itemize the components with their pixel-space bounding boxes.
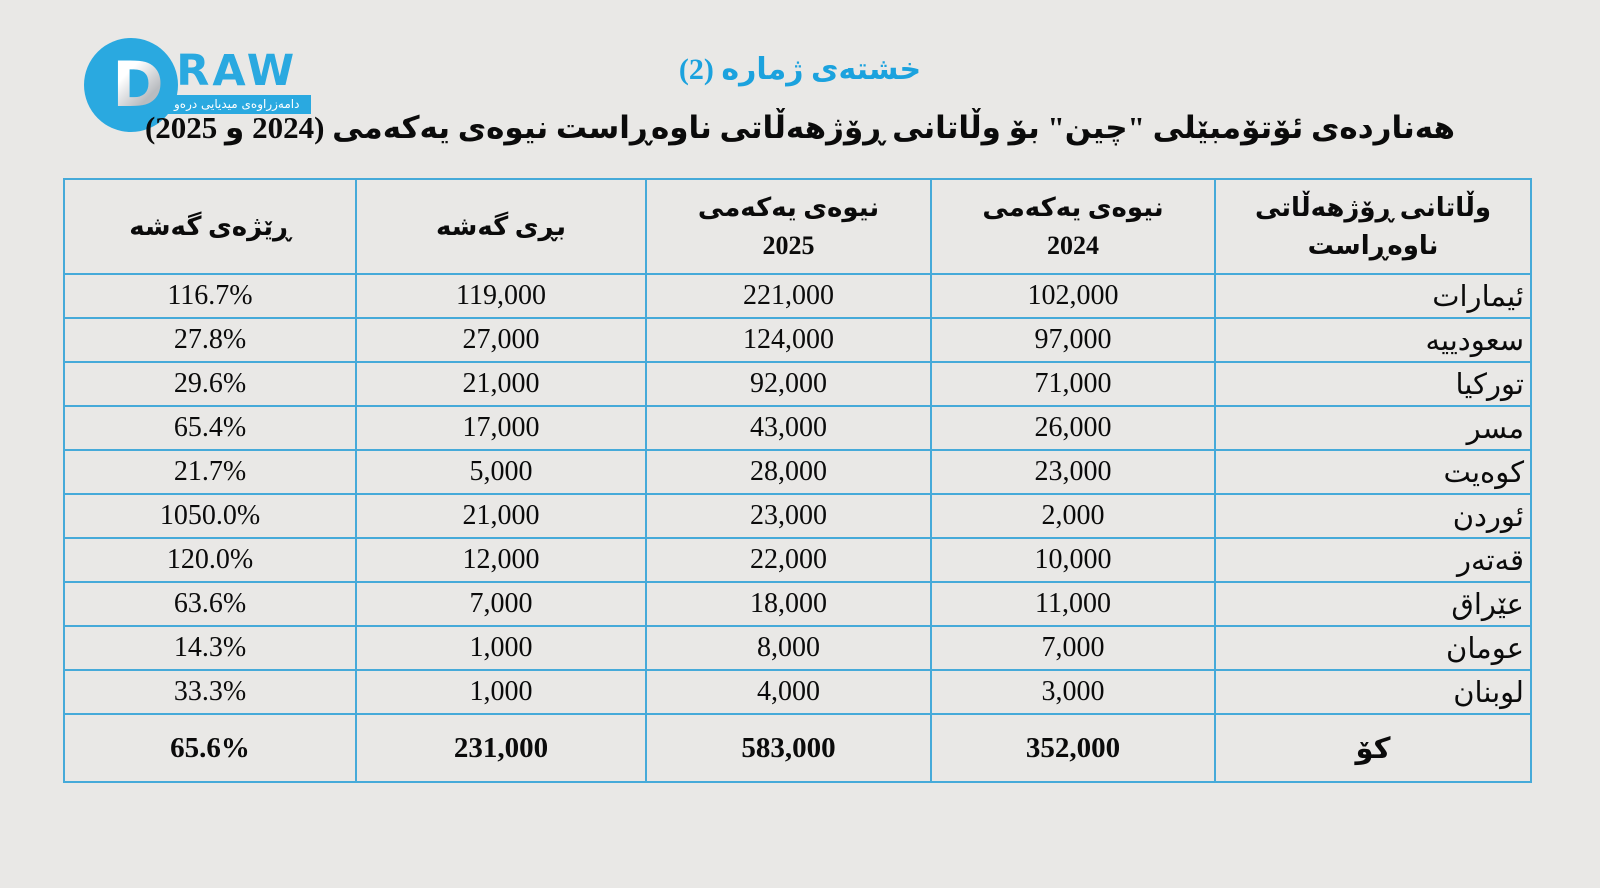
cell-growth_amount: 7,000	[355, 581, 647, 627]
table-row: مسر 26,000 43,000 17,000 65.4%	[63, 405, 1532, 451]
cell-growth_amount: 21,000	[355, 493, 647, 539]
cell-growth_amount: 231,000	[355, 713, 647, 783]
exports-table: وڵاتانی ڕۆژهەڵاتی ناوەڕاست نیوەی یەکەمی 202…	[63, 178, 1532, 783]
total-row: كۆ 352,000 583,000 231,000 65.6%	[63, 713, 1532, 783]
cell-growth_amount: 5,000	[355, 449, 647, 495]
column-header-h1_2025: نیوەی یەکەمی 2025	[645, 178, 932, 275]
cell-country: كوەيت	[1214, 449, 1532, 495]
cell-h1_2024: 7,000	[930, 625, 1216, 671]
cell-growth_rate: 14.3%	[63, 625, 357, 671]
cell-h1_2025: 124,000	[645, 317, 932, 363]
cell-h1_2025: 18,000	[645, 581, 932, 627]
table-row: ئوردن 2,000 23,000 21,000 1050.0%	[63, 493, 1532, 539]
draw-logo-tagline: دامەزراوەی میدیایی درەو	[162, 95, 312, 114]
table-row: سعودییه 97,000 124,000 27,000 27.8%	[63, 317, 1532, 363]
table-header: وڵاتانی ڕۆژهەڵاتی ناوەڕاست نیوەی یەکەمی 202…	[63, 178, 1532, 275]
cell-h1_2024: 97,000	[930, 317, 1216, 363]
column-header-country: وڵاتانی ڕۆژهەڵاتی ناوەڕاست	[1214, 178, 1532, 275]
table-body: ئیمارات 102,000 221,000 119,000 116.7% سعودیی…	[63, 273, 1532, 715]
cell-h1_2024: 26,000	[930, 405, 1216, 451]
cell-h1_2024: 352,000	[930, 713, 1216, 783]
cell-h1_2024: 11,000	[930, 581, 1216, 627]
cell-h1_2025: 43,000	[645, 405, 932, 451]
cell-growth_rate: 116.7%	[63, 273, 357, 319]
cell-growth_rate: 33.3%	[63, 669, 357, 715]
cell-growth_amount: 12,000	[355, 537, 647, 583]
table-number-label: خشتەی ژمارە (2)	[678, 53, 922, 86]
cell-h1_2024: 3,000	[930, 669, 1216, 715]
cell-country: عێراق	[1214, 581, 1532, 627]
table-row: كوەيت 23,000 28,000 5,000 21.7%	[63, 449, 1532, 495]
cell-h1_2024: 71,000	[930, 361, 1216, 407]
draw-logo-wordmark: RAW	[176, 46, 298, 96]
cell-h1_2025: 8,000	[645, 625, 932, 671]
table-row: توركيا 71,000 92,000 21,000 29.6%	[63, 361, 1532, 407]
cell-growth_rate: 29.6%	[63, 361, 357, 407]
cell-h1_2025: 583,000	[645, 713, 932, 783]
cell-h1_2025: 4,000	[645, 669, 932, 715]
draw-logo-text-group: RAW دامەزراوەی میدیایی درەو	[162, 46, 312, 114]
cell-growth_rate: 21.7%	[63, 449, 357, 495]
column-header-growth_rate: ڕێژەی گەشە	[63, 178, 357, 275]
cell-growth_rate: 65.6%	[63, 713, 357, 783]
cell-growth_rate: 120.0%	[63, 537, 357, 583]
draw-logo-d-letter: D	[112, 48, 164, 121]
header-row: وڵاتانی ڕۆژهەڵاتی ناوەڕاست نیوەی یەکەمی 202…	[63, 178, 1532, 275]
cell-h1_2024: 23,000	[930, 449, 1216, 495]
cell-h1_2024: 10,000	[930, 537, 1216, 583]
cell-growth_amount: 27,000	[355, 317, 647, 363]
cell-country: لوبنان	[1214, 669, 1532, 715]
cell-h1_2025: 92,000	[645, 361, 932, 407]
cell-growth_amount: 21,000	[355, 361, 647, 407]
table-row: لوبنان 3,000 4,000 1,000 33.3%	[63, 669, 1532, 715]
page-title: هەناردەی ئۆتۆمبێلی "چین" بۆ وڵاتانی ڕۆژه…	[144, 110, 1456, 145]
cell-h1_2025: 221,000	[645, 273, 932, 319]
draw-logo-circle-icon: D	[84, 38, 178, 132]
cell-growth_amount: 119,000	[355, 273, 647, 319]
table-row: عێراق 11,000 18,000 7,000 63.6%	[63, 581, 1532, 627]
cell-growth_rate: 1050.0%	[63, 493, 357, 539]
cell-h1_2025: 23,000	[645, 493, 932, 539]
cell-growth_rate: 65.4%	[63, 405, 357, 451]
cell-h1_2024: 2,000	[930, 493, 1216, 539]
table-row: عومان 7,000 8,000 1,000 14.3%	[63, 625, 1532, 671]
column-header-growth_amount: بڕی گەشە	[355, 178, 647, 275]
cell-h1_2025: 22,000	[645, 537, 932, 583]
column-header-h1_2024: نیوەی یەکەمی 2024	[930, 178, 1216, 275]
cell-country: عومان	[1214, 625, 1532, 671]
cell-country: ئوردن	[1214, 493, 1532, 539]
cell-growth_rate: 63.6%	[63, 581, 357, 627]
cell-country: توركيا	[1214, 361, 1532, 407]
cell-country: ئیمارات	[1214, 273, 1532, 319]
table-row: قەتەر 10,000 22,000 12,000 120.0%	[63, 537, 1532, 583]
draw-logo: D RAW دامەزراوەی میدیایی درەو	[84, 38, 312, 132]
cell-growth_amount: 17,000	[355, 405, 647, 451]
cell-growth_rate: 27.8%	[63, 317, 357, 363]
cell-h1_2024: 102,000	[930, 273, 1216, 319]
cell-country: سعودییه	[1214, 317, 1532, 363]
table-row: ئیمارات 102,000 221,000 119,000 116.7%	[63, 273, 1532, 319]
cell-h1_2025: 28,000	[645, 449, 932, 495]
cell-growth_amount: 1,000	[355, 625, 647, 671]
cell-country: قەتەر	[1214, 537, 1532, 583]
cell-country: كۆ	[1214, 713, 1532, 783]
table-footer: كۆ 352,000 583,000 231,000 65.6%	[63, 713, 1532, 783]
cell-growth_amount: 1,000	[355, 669, 647, 715]
cell-country: مسر	[1214, 405, 1532, 451]
